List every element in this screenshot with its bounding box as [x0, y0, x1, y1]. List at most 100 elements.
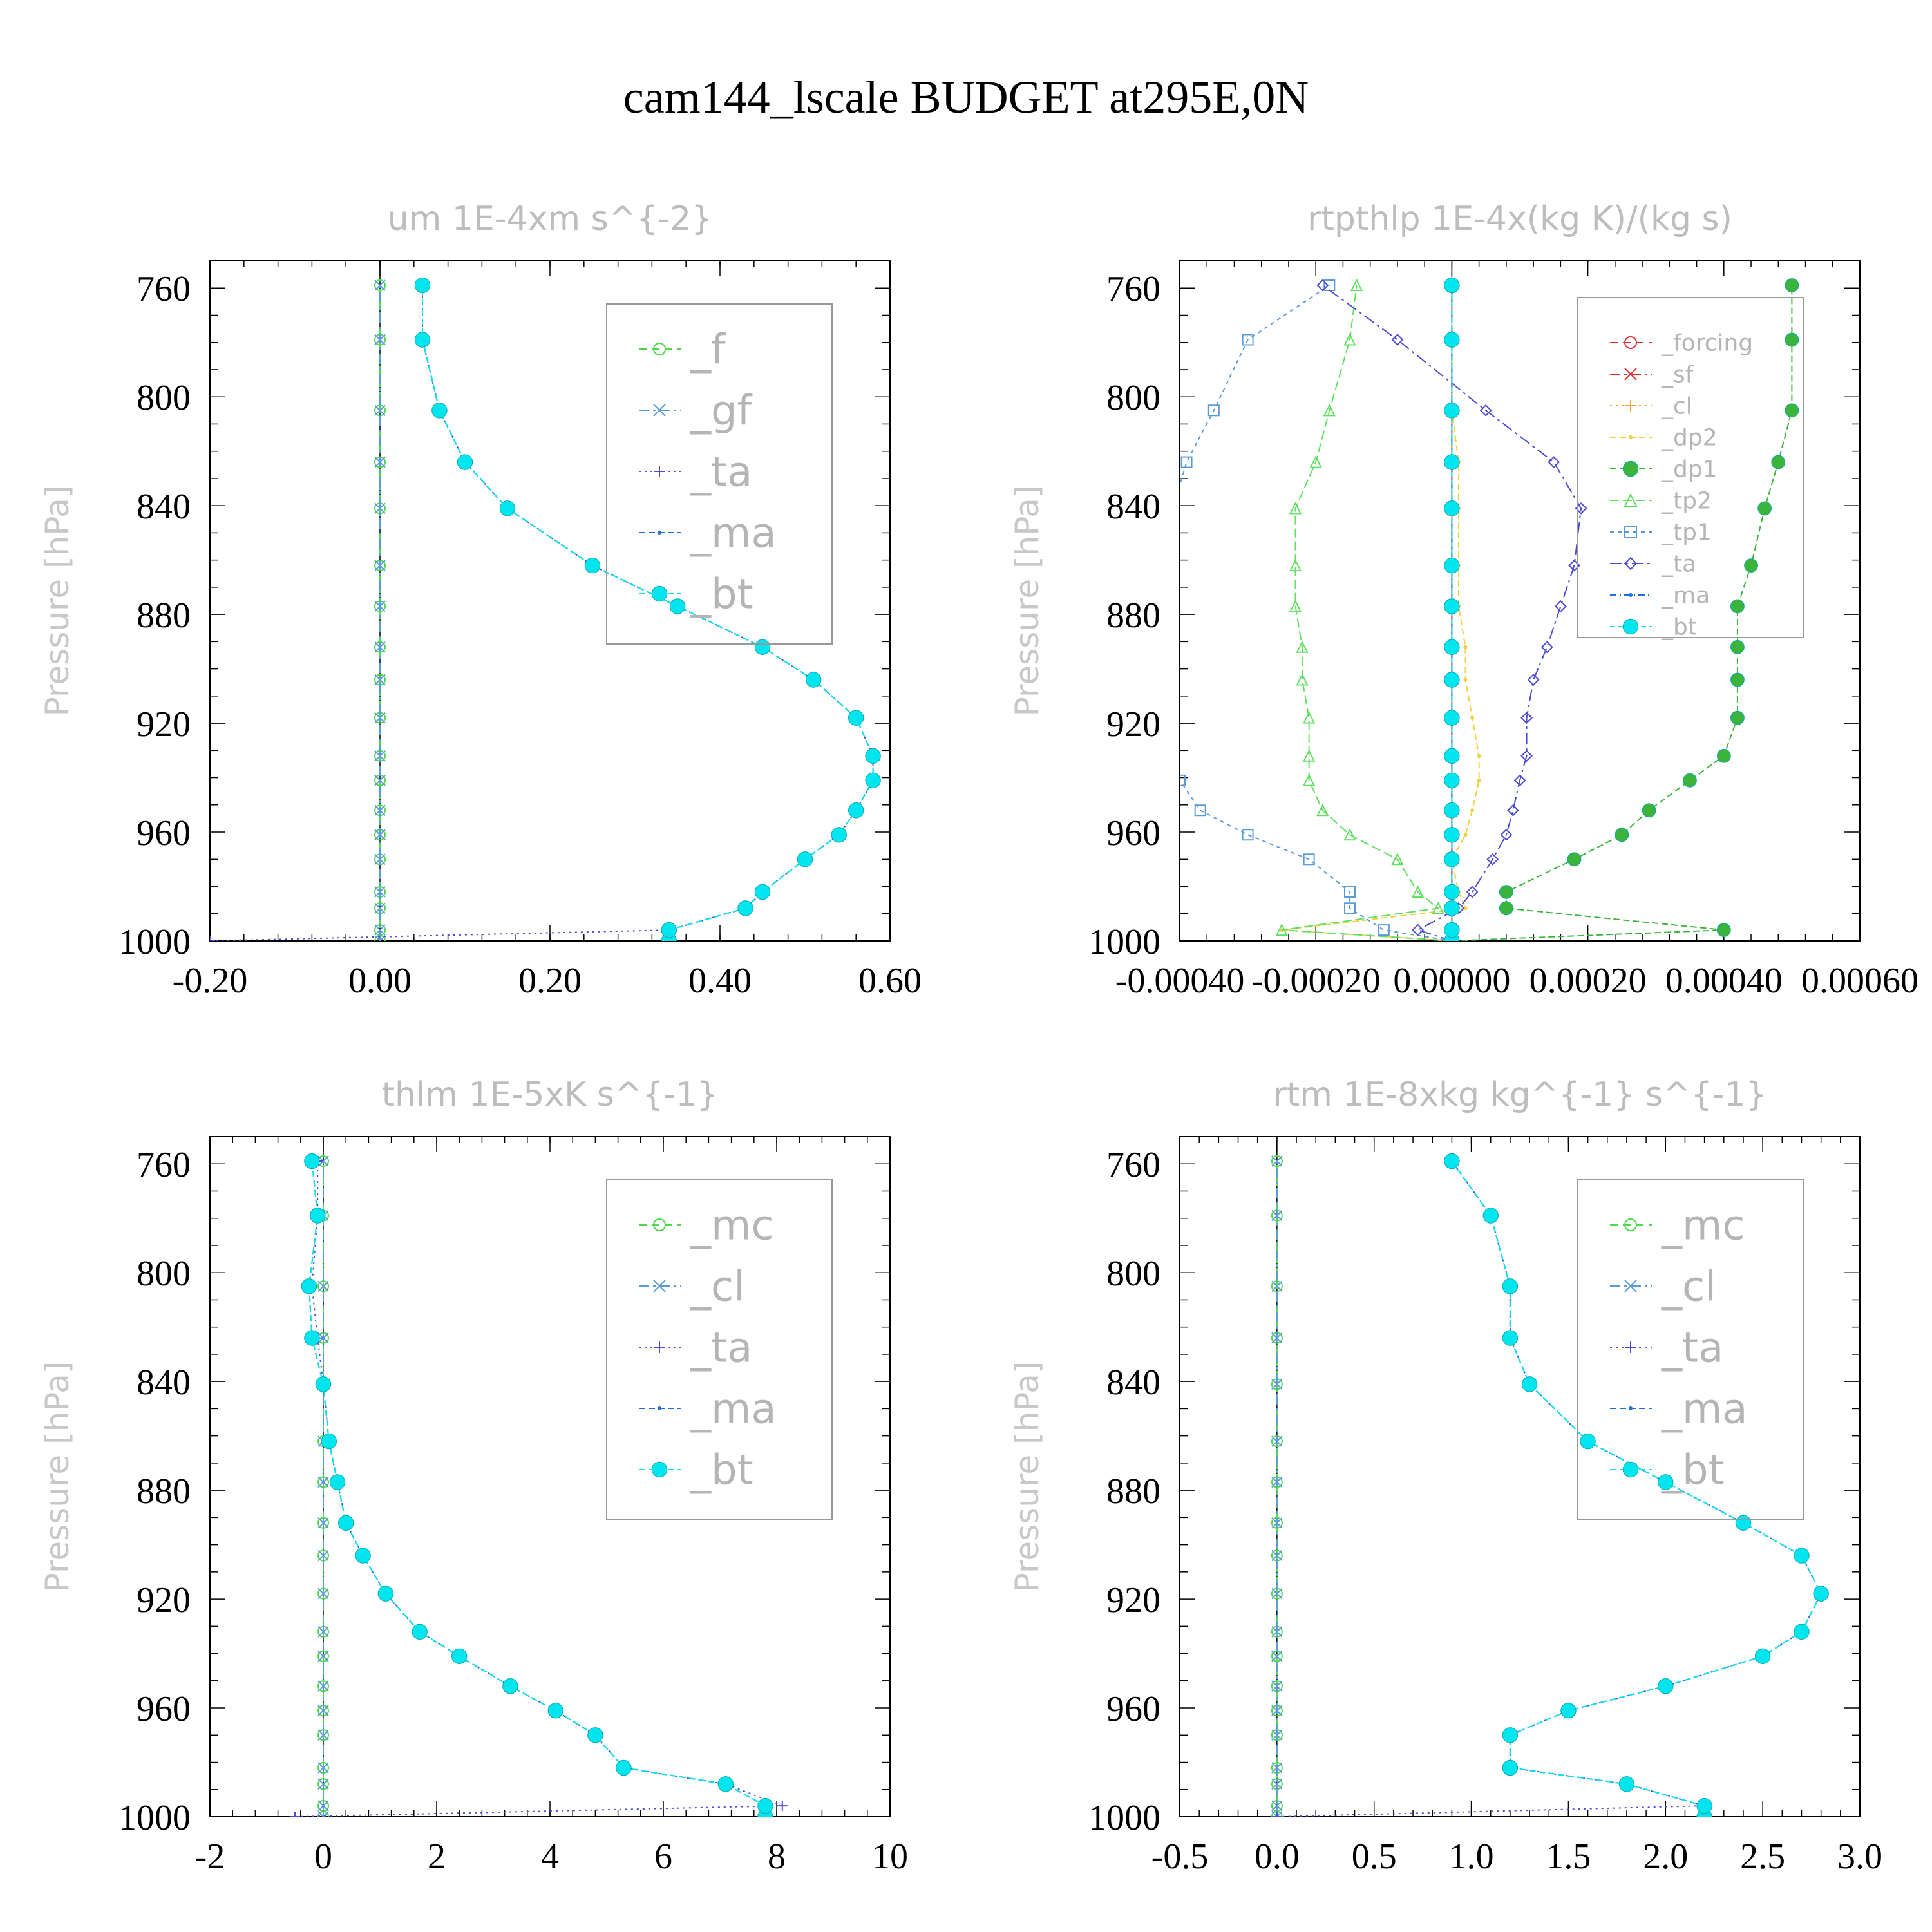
panel-title: um 1E-4xm s^{-2} — [388, 200, 713, 238]
data-point — [806, 672, 822, 688]
data-point — [317, 1549, 329, 1562]
data-point — [290, 1812, 300, 1817]
x-tick-label: 0.00000 — [1393, 961, 1510, 1001]
data-point — [1303, 773, 1316, 786]
data-point — [355, 1548, 371, 1564]
data-point — [374, 902, 386, 914]
data-point — [1548, 456, 1560, 468]
data-point — [374, 712, 386, 724]
data-point — [1502, 1759, 1519, 1776]
legend-entry: _gf — [639, 387, 753, 435]
data-point — [499, 500, 516, 516]
data-point — [797, 851, 813, 867]
data-point — [1378, 924, 1390, 936]
x-tick-label: 2.0 — [1643, 1837, 1688, 1877]
y-tick-label: 760 — [1106, 1145, 1160, 1185]
data-point — [1444, 672, 1460, 688]
legend-entry: _cl — [1610, 393, 1692, 420]
data-point — [1730, 672, 1745, 687]
data-point — [1271, 1517, 1283, 1529]
data-point — [1309, 455, 1322, 468]
data-point — [1444, 639, 1460, 656]
y-tick-label: 840 — [1106, 487, 1160, 527]
data-point — [737, 900, 753, 916]
data-point — [502, 1678, 518, 1694]
data-point — [1275, 923, 1289, 936]
legend: _forcing _sf _cl _dp2 _dp1 _tp2 _tp1 _ta _ma _bt — [1577, 297, 1804, 641]
legend-label: _sf — [1661, 362, 1694, 388]
legend-label: _ma — [1661, 583, 1710, 609]
data-point — [1316, 804, 1329, 817]
x-tick-label: 8 — [768, 1837, 786, 1877]
legend-entry: _ma — [1610, 1385, 1748, 1433]
data-point — [1271, 1155, 1283, 1168]
data-point — [717, 1776, 734, 1792]
panel-title: thlm 1E-5xK s^{-1} — [382, 1075, 719, 1114]
data-point — [1271, 1476, 1283, 1488]
legend-box — [1577, 1179, 1804, 1520]
x-tick-label: -0.00020 — [1251, 961, 1381, 1001]
data-point — [1444, 884, 1460, 900]
data-point — [1271, 1651, 1283, 1662]
x-tick-label: 0.00040 — [1665, 961, 1783, 1001]
data-point — [1168, 601, 1178, 611]
data-point — [1730, 710, 1745, 725]
x-tick-label: 0.00020 — [1530, 961, 1647, 1001]
data-point — [1168, 713, 1178, 723]
data-point — [1479, 404, 1492, 417]
legend-label: _bt — [1661, 614, 1697, 641]
legend-entry: _bt — [1610, 614, 1697, 641]
data-point — [1615, 828, 1629, 842]
data-point — [1444, 748, 1460, 764]
plot-frame — [209, 260, 891, 942]
legend-label: _cl — [1661, 393, 1692, 420]
data-point — [1289, 558, 1302, 572]
data-point — [1303, 853, 1315, 866]
y-tick-label: 960 — [137, 1689, 191, 1729]
data-point — [1168, 642, 1178, 652]
data-point — [317, 1762, 329, 1774]
data-point — [616, 1759, 632, 1776]
legend-label: _ma — [1661, 1385, 1748, 1433]
data-point — [1463, 906, 1468, 911]
series-line — [1452, 285, 1793, 941]
chart-panel-2: rtpthlp 1E-4x(kg K)/(kg s) Pressure [hPa]… — [1009, 200, 1918, 1001]
data-point — [1208, 404, 1220, 417]
data-point — [317, 1155, 329, 1167]
data-point — [374, 334, 386, 346]
data-point — [1642, 803, 1656, 818]
data-point — [1716, 923, 1731, 938]
panel-title: rtm 1E-8xkg kg^{-1} s^{-1} — [1273, 1075, 1766, 1114]
data-point — [1794, 1624, 1810, 1640]
data-point — [317, 1587, 329, 1600]
data-point — [317, 1626, 329, 1638]
data-point — [1507, 804, 1519, 817]
data-point — [1271, 1705, 1283, 1716]
y-tick-label: 800 — [1106, 378, 1160, 418]
data-point — [1444, 500, 1460, 516]
data-point — [1618, 1776, 1635, 1792]
panel-title: rtpthlp 1E-4x(kg K)/(kg s) — [1307, 200, 1732, 238]
data-point — [1271, 1778, 1283, 1790]
x-tick-label: 4 — [541, 1837, 559, 1877]
data-point — [304, 1330, 320, 1346]
legend-entry: _bt — [1610, 1446, 1725, 1494]
data-point — [1296, 673, 1309, 686]
legend-entry: _ma — [639, 1385, 777, 1433]
x-tick-label: 0.40 — [688, 961, 752, 1001]
data-point — [1482, 1208, 1499, 1224]
data-point — [1168, 751, 1178, 761]
y-tick-label: 960 — [1106, 1689, 1160, 1729]
data-point — [1444, 922, 1460, 938]
legend-entry: _tp2 — [1610, 488, 1712, 515]
data-point — [1554, 600, 1567, 612]
data-point — [329, 1474, 346, 1490]
data-point — [1499, 901, 1513, 916]
legend-label: _gf — [690, 387, 753, 435]
legend-box — [606, 1179, 833, 1520]
data-point — [1444, 332, 1460, 348]
data-point — [310, 1208, 326, 1224]
y-tick-label: 760 — [137, 1145, 191, 1185]
legend-label: _ma — [690, 509, 777, 557]
